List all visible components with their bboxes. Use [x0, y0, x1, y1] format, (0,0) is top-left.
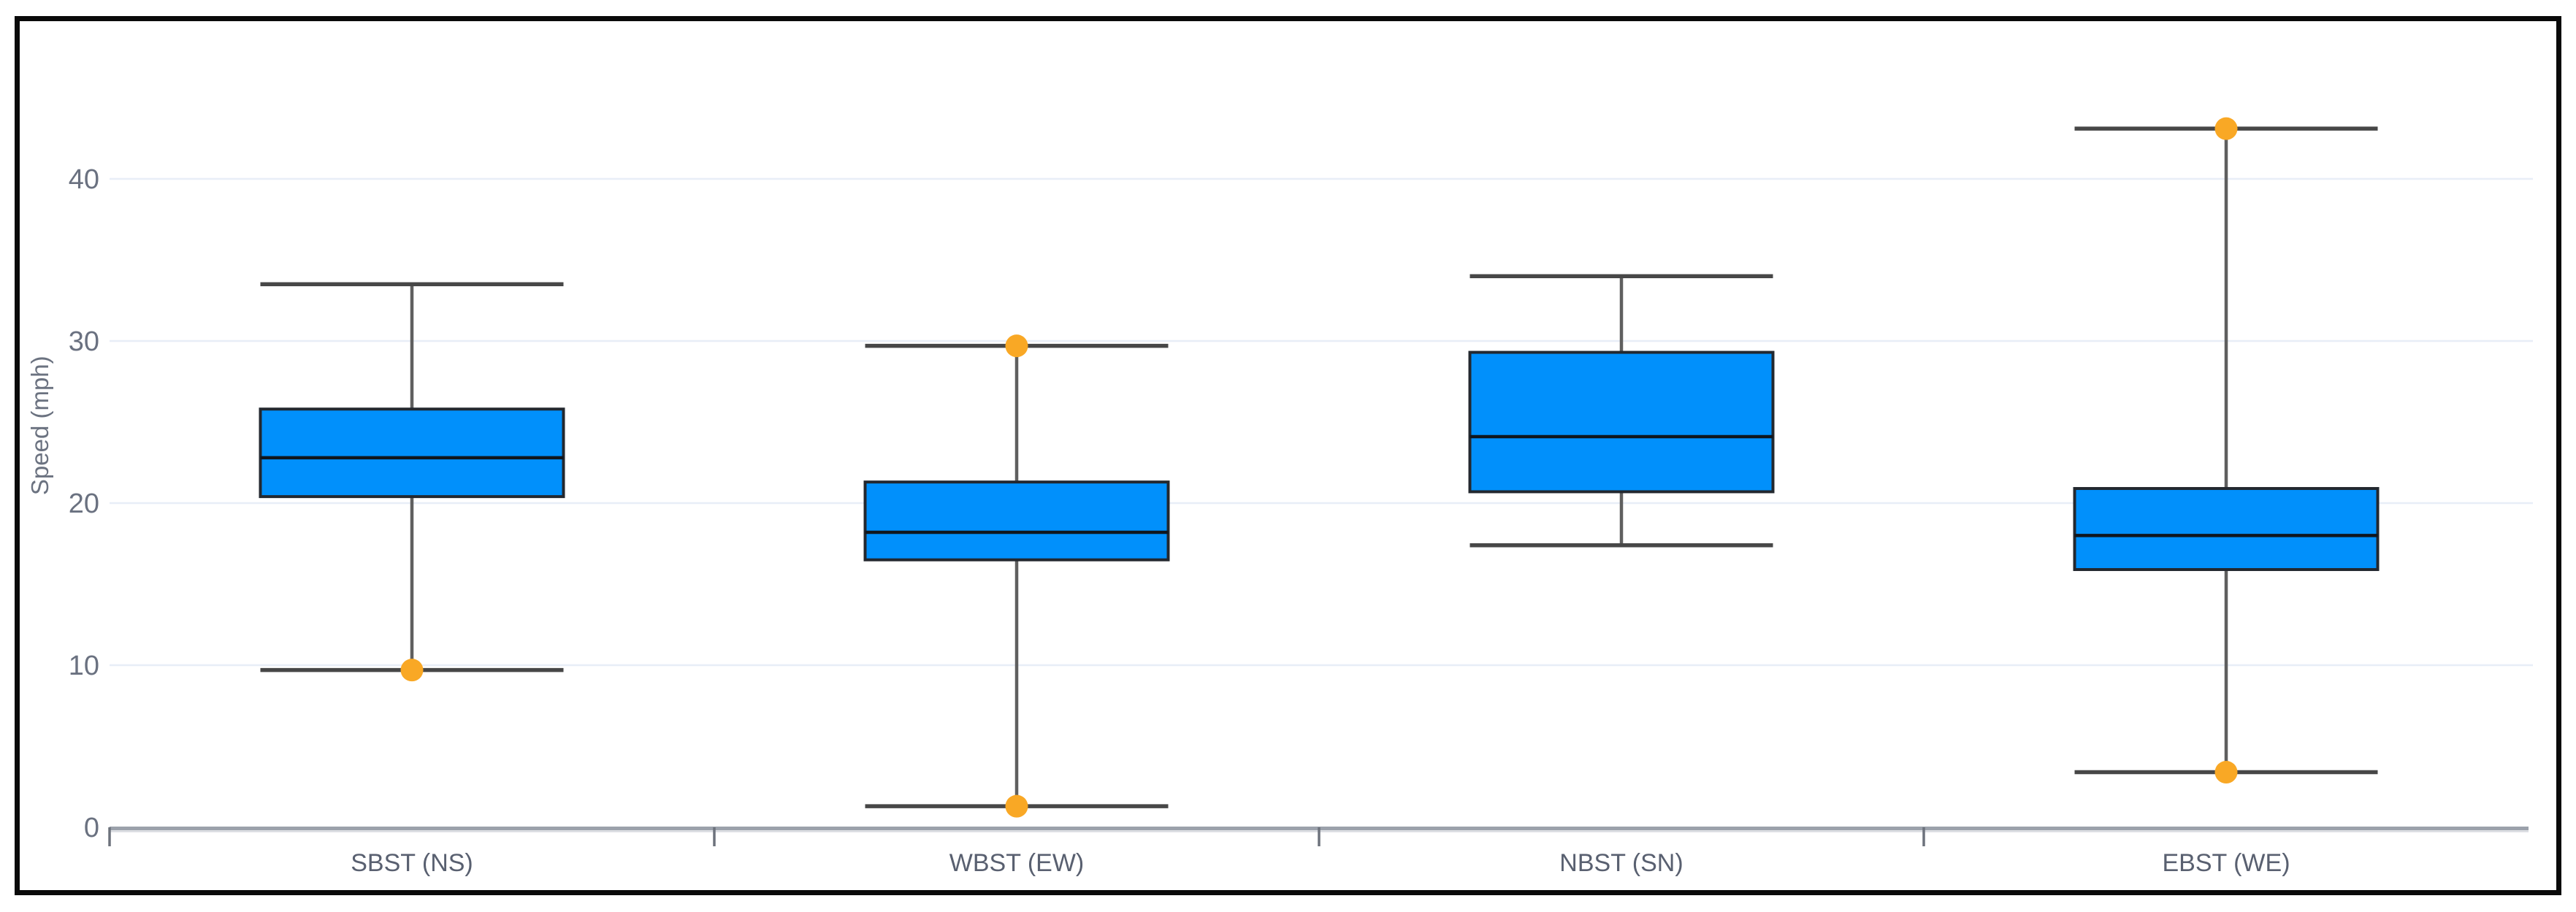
outlier-dot [400, 659, 424, 682]
category-label: WBST (EW) [949, 849, 1084, 877]
chart-frame-border [15, 16, 2561, 895]
outlier-dot [2214, 117, 2238, 140]
y-axis-title: Speed (mph) [26, 356, 53, 495]
category-label: SBST (NS) [351, 849, 473, 877]
box-rect [1468, 350, 1775, 494]
y-tick-label: 20 [69, 488, 99, 519]
outlier-dot [1005, 334, 1028, 358]
outlier-dot [2214, 761, 2238, 784]
y-tick-label: 0 [84, 813, 99, 843]
y-tick-label: 10 [69, 651, 99, 681]
box-rect [863, 480, 1170, 562]
box-rect [2073, 487, 2380, 572]
category-label: NBST (SN) [1559, 849, 1683, 877]
y-tick-label: 30 [69, 326, 99, 357]
category-label: EBST (WE) [2162, 849, 2290, 877]
box-rect [259, 407, 565, 499]
outlier-dot [1005, 794, 1028, 818]
y-tick-label: 40 [69, 164, 99, 195]
